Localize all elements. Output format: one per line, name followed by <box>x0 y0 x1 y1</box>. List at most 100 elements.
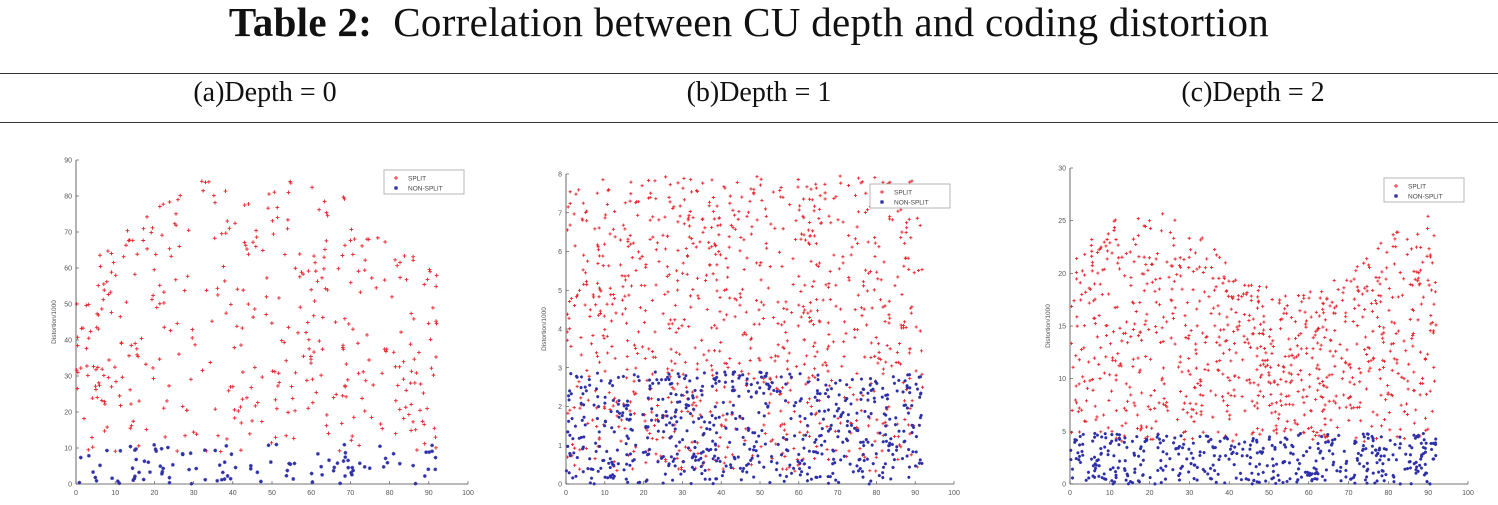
data-point <box>1432 379 1437 383</box>
data-point <box>745 256 749 260</box>
data-point <box>774 442 778 446</box>
data-point <box>1171 311 1175 316</box>
data-point <box>211 193 216 198</box>
data-point <box>784 474 789 479</box>
data-point <box>1329 418 1333 422</box>
data-point <box>742 238 746 242</box>
data-point <box>625 367 629 372</box>
data-point <box>271 232 276 237</box>
data-point <box>177 244 182 249</box>
data-point <box>1296 458 1300 462</box>
data-point <box>86 447 91 452</box>
data-point <box>743 438 747 443</box>
data-point <box>1382 326 1386 330</box>
data-point <box>908 386 912 390</box>
data-point <box>834 195 838 199</box>
data-point <box>805 472 810 476</box>
data-point <box>644 450 648 454</box>
data-point <box>570 442 575 447</box>
data-point <box>1256 300 1261 304</box>
data-point <box>812 456 817 461</box>
data-point <box>854 418 859 423</box>
x-tick-label: 10 <box>1106 490 1114 497</box>
data-point <box>1227 417 1231 421</box>
data-point <box>327 458 331 463</box>
data-point <box>680 271 685 275</box>
data-point <box>721 413 725 417</box>
x-tick-label: 70 <box>347 490 355 497</box>
data-point <box>338 481 343 486</box>
data-point <box>1133 470 1137 475</box>
data-point <box>1244 292 1248 296</box>
data-point <box>1402 436 1406 441</box>
data-point <box>784 330 788 335</box>
data-point <box>1352 382 1356 386</box>
data-point <box>95 311 100 316</box>
data-point <box>608 457 612 461</box>
data-point <box>737 209 741 214</box>
data-point <box>865 457 870 461</box>
data-point <box>397 407 402 412</box>
data-point <box>1271 469 1275 474</box>
data-point <box>666 367 670 371</box>
data-point <box>669 359 673 363</box>
data-point <box>1116 243 1120 247</box>
data-point <box>144 362 148 367</box>
data-point <box>784 300 788 304</box>
data-point <box>157 204 162 209</box>
data-point <box>716 456 720 460</box>
data-point <box>615 414 619 418</box>
data-point <box>792 404 796 408</box>
data-point <box>917 461 922 465</box>
data-point <box>1188 401 1192 405</box>
data-point <box>1413 436 1418 440</box>
data-point <box>228 384 233 389</box>
data-point <box>1431 457 1435 461</box>
data-point <box>1295 480 1299 484</box>
y-tick-label: 80 <box>64 194 72 201</box>
y-tick-label: 3 <box>558 365 562 372</box>
data-point <box>375 235 380 240</box>
data-point <box>1195 465 1199 469</box>
data-point <box>808 220 812 225</box>
data-point <box>809 404 813 408</box>
data-point <box>753 431 757 435</box>
data-point <box>216 433 220 438</box>
data-point <box>1221 372 1225 376</box>
data-point <box>903 403 908 407</box>
data-point <box>1412 462 1416 466</box>
data-point <box>275 205 280 210</box>
data-point <box>1382 454 1386 458</box>
data-point <box>1347 363 1351 367</box>
data-point <box>1200 236 1204 240</box>
data-point <box>650 298 654 302</box>
data-point <box>1201 331 1205 335</box>
data-point <box>689 481 693 486</box>
data-point <box>615 468 619 473</box>
data-point <box>1195 478 1199 482</box>
data-point <box>714 252 718 256</box>
legend-box <box>869 183 951 209</box>
data-point <box>1182 442 1186 446</box>
data-point <box>1140 272 1144 276</box>
data-point <box>1084 399 1089 403</box>
data-point <box>1272 379 1276 383</box>
data-point <box>583 271 588 275</box>
data-point <box>667 195 671 199</box>
data-point <box>1411 344 1415 348</box>
data-point <box>1293 320 1298 324</box>
data-point <box>596 261 600 266</box>
data-point <box>651 235 655 239</box>
data-point <box>815 389 820 393</box>
data-point <box>624 442 628 446</box>
data-point <box>719 340 723 345</box>
data-point <box>591 293 595 297</box>
data-point <box>829 387 834 391</box>
data-point <box>746 462 751 466</box>
data-point <box>317 207 321 212</box>
data-point <box>1275 431 1279 435</box>
x-tick-label: 20 <box>1146 490 1154 497</box>
data-point <box>1092 299 1096 303</box>
data-point <box>1394 458 1399 462</box>
data-point <box>1377 448 1381 452</box>
